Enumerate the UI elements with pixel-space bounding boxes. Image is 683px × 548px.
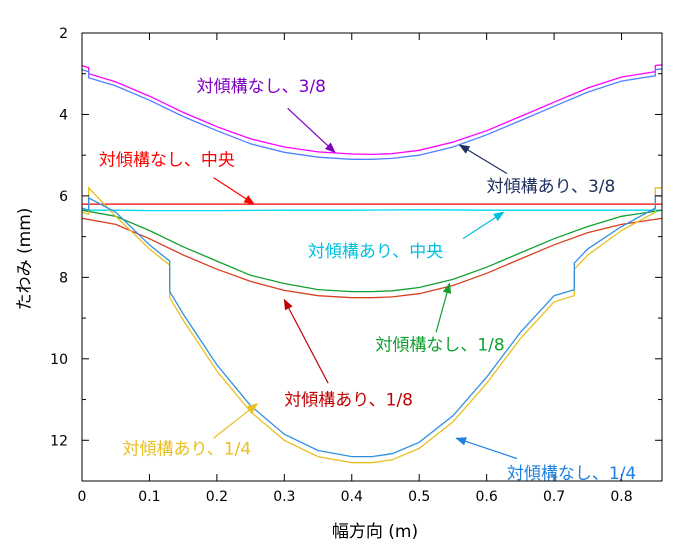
annotation-label: 対傾構なし、1/4: [507, 464, 636, 484]
series-line-3: [82, 209, 662, 212]
axes: 0 0.1 0.2 0.3 0.4 0.5 0.6 0.7 0.8 2 4 6 8 10 12: [50, 26, 663, 505]
x-tick-label: 0.3: [273, 489, 295, 505]
annotation-arrow: [283, 298, 329, 384]
annotation-label: 対傾構なし、1/8: [375, 336, 504, 356]
series-line-4: [82, 209, 662, 293]
annotation-arrow: [213, 402, 259, 439]
series-line-0: [82, 64, 662, 156]
plot-frame: [81, 32, 663, 482]
series-line-1: [82, 68, 662, 160]
annotation-arrow: [287, 107, 336, 154]
annotation-arrow: [455, 437, 518, 460]
annotation-arrow: [435, 282, 452, 333]
annotation-label: 対傾構あり、1/4: [122, 440, 251, 460]
annotation-label: 対傾構なし、3/8: [197, 77, 326, 97]
x-tick-label: 0.4: [341, 489, 363, 505]
x-tick-label: 0.1: [138, 489, 160, 505]
y-tick-label: 8: [59, 270, 68, 286]
annotation-arrow: [213, 177, 255, 205]
x-axis-label: 幅方向 (m): [332, 522, 418, 542]
x-tick-label: 0.2: [206, 489, 228, 505]
annotation-label: 対傾構なし、中央: [99, 150, 235, 170]
plot-area: [82, 64, 662, 464]
y-tick-label: 4: [59, 107, 68, 123]
series-line-7: [82, 195, 662, 458]
y-tick-label: 12: [50, 433, 68, 449]
x-tick-label: 0.6: [476, 489, 498, 505]
annotation-label: 対傾構あり、中央: [308, 242, 443, 262]
y-tick-label: 2: [59, 26, 68, 42]
x-tick-label: 0: [78, 489, 87, 505]
annotation-arrow: [462, 211, 505, 240]
series-line-6: [82, 186, 662, 464]
series-line-5: [82, 217, 662, 299]
y-tick-label: 10: [50, 352, 68, 368]
annotation-label: 対傾構あり、3/8: [487, 177, 616, 197]
annotation-arrow: [458, 144, 508, 175]
x-tick-label: 0.5: [408, 489, 430, 505]
annotation-label: 対傾構あり、1/8: [284, 391, 413, 411]
x-tick-label: 0.7: [543, 489, 565, 505]
y-tick-label: 6: [59, 189, 68, 205]
y-axis-label: たわみ (mm): [15, 208, 35, 311]
x-tick-label: 0.8: [610, 489, 632, 505]
annotations: 対傾構なし、3/8 対傾構あり、3/8 対傾構なし、中央対傾構あり、中央対傾構なし、…: [99, 77, 636, 484]
